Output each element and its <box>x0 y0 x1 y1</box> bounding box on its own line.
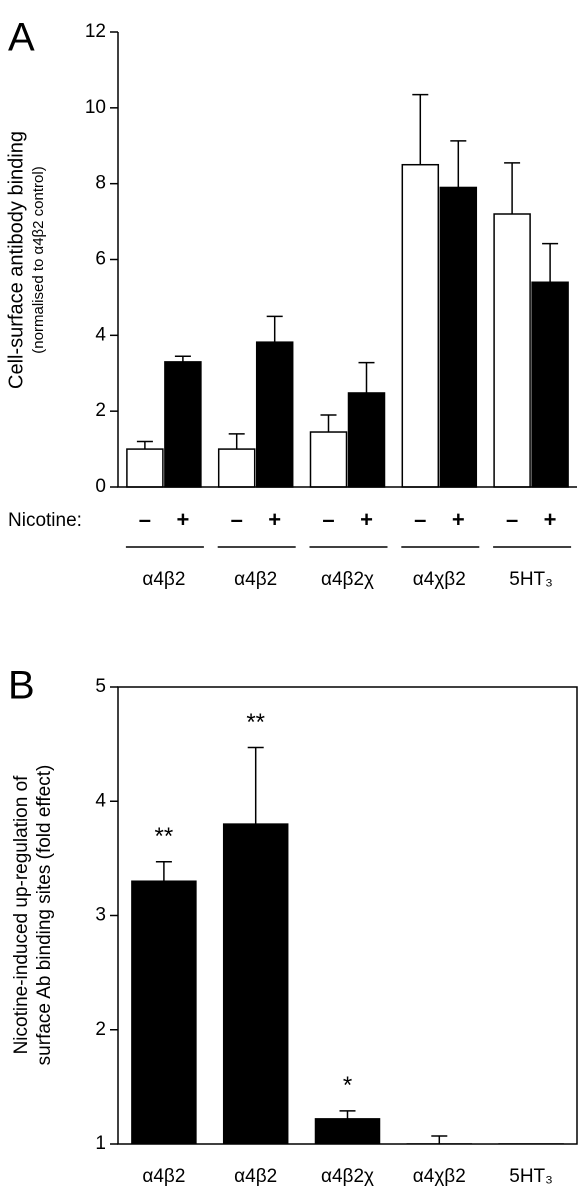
plot-area <box>131 746 564 1144</box>
x-tick-label: α4β2 <box>234 1166 277 1187</box>
x-tick-label: α4β2 <box>142 569 185 590</box>
significance: ** <box>246 709 265 736</box>
legend-title: Nicotine: <box>8 510 82 531</box>
bar <box>401 163 440 488</box>
error-bar <box>542 242 559 283</box>
y-tick-label: 5 <box>95 676 106 697</box>
bar <box>131 880 197 1144</box>
error-bar <box>320 414 337 433</box>
y-tick-label: 2 <box>95 1019 106 1040</box>
error-bar <box>247 746 264 825</box>
bar <box>493 213 531 488</box>
x-tick-label: α4χβ2 <box>413 1166 466 1187</box>
error-bar <box>339 1110 356 1119</box>
y-tick-label: 12 <box>85 21 106 42</box>
x-tick-label: α4β2 <box>234 569 277 590</box>
legend-sign: – <box>231 507 243 532</box>
x-tick-label: α4β2 <box>142 1166 185 1187</box>
error-bar <box>450 140 467 188</box>
legend-sign: – <box>506 507 518 532</box>
y-axis-sublabel: (normalised to α4β2 control) <box>30 166 47 353</box>
y-axis-label: Nicotine-induced up-regulation of <box>11 775 32 1055</box>
legend-sign: + <box>360 507 373 532</box>
y-axis-label: surface Ab binding sites (fold effect) <box>34 765 55 1066</box>
x-tick-label: α4β2χ <box>321 1166 374 1187</box>
axis-frame <box>117 32 577 488</box>
x-tick-label: 5HT₃ <box>509 569 553 590</box>
bar <box>126 448 164 488</box>
error-bar <box>174 355 191 362</box>
bar <box>164 361 202 488</box>
y-tick-label: 6 <box>95 249 106 270</box>
bar <box>531 281 569 488</box>
error-bar <box>412 93 429 165</box>
legend-sign: – <box>322 507 334 532</box>
legend-sign: – <box>414 507 426 532</box>
bar <box>406 1143 473 1144</box>
panel-label: A <box>8 16 35 60</box>
y-axis-label: Cell-surface antibody binding <box>5 131 27 389</box>
legend-sign: + <box>176 507 189 532</box>
significance: * <box>343 1072 352 1099</box>
significance: ** <box>155 823 174 850</box>
legend-sign: – <box>139 507 151 532</box>
error-bar <box>431 1135 448 1144</box>
y-tick-label: 8 <box>95 173 106 194</box>
panel-label: B <box>8 664 35 708</box>
bar <box>439 186 478 488</box>
error-bar <box>504 162 521 214</box>
error-bar <box>155 861 172 882</box>
x-tick-label: α4χβ2 <box>413 569 466 590</box>
y-tick-label: 3 <box>95 905 106 926</box>
plot-area <box>126 93 569 488</box>
y-tick-label: 1 <box>95 1133 106 1154</box>
y-tick-label: 4 <box>95 790 106 811</box>
error-bar <box>136 440 153 450</box>
y-tick-label: 10 <box>85 97 106 118</box>
y-tick-label: 4 <box>95 324 106 345</box>
bar <box>255 341 294 488</box>
axis-frame <box>117 686 578 1145</box>
y-tick-label: 0 <box>95 476 106 497</box>
bar <box>217 448 256 488</box>
legend-sign: + <box>452 507 465 532</box>
bar <box>314 1118 381 1144</box>
bar <box>347 392 386 488</box>
y-tick-label: 2 <box>95 400 106 421</box>
x-tick-label: 5HT₃ <box>509 1166 553 1187</box>
x-tick-label: α4β2χ <box>321 569 374 590</box>
error-bar <box>266 315 283 343</box>
bar <box>222 823 289 1144</box>
error-bar <box>228 433 245 450</box>
error-bar <box>358 361 375 393</box>
legend-sign: + <box>544 507 557 532</box>
bar <box>309 431 348 488</box>
legend-sign: + <box>268 507 281 532</box>
